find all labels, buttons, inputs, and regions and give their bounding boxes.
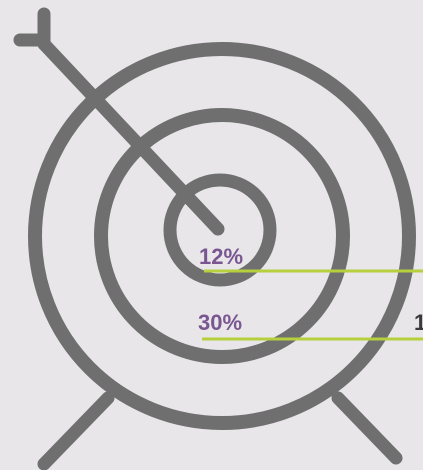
middle-ring xyxy=(94,108,350,364)
middle-ring-percentage-label: 30% xyxy=(198,310,243,335)
left-leg xyxy=(37,391,115,470)
truncated-right-text: 1 xyxy=(414,310,423,335)
arrow-shaft xyxy=(37,37,225,236)
inner-ring-percentage-label: 12% xyxy=(199,244,244,269)
right-leg xyxy=(331,391,403,465)
inner-ring xyxy=(163,173,277,287)
outer-ring xyxy=(28,42,416,430)
